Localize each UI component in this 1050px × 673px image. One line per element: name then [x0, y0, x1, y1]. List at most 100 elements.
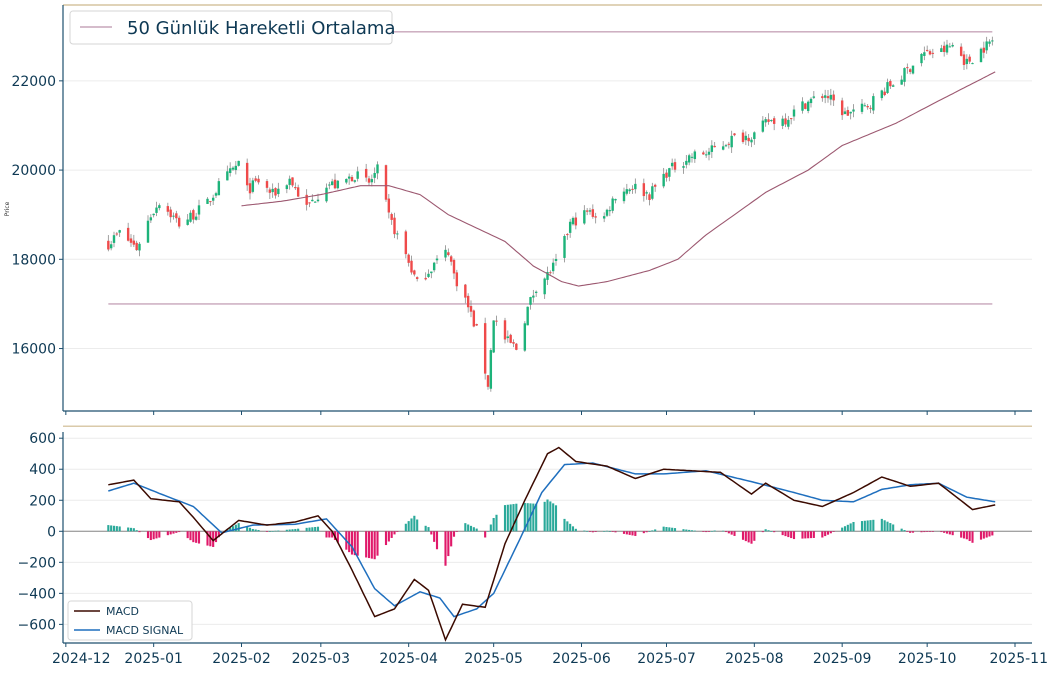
candle-body: [330, 181, 334, 186]
candle-body: [226, 171, 229, 181]
macd-histogram-bar: [257, 530, 260, 532]
candle-body: [311, 199, 314, 202]
candle-body: [883, 91, 886, 96]
candle-body: [186, 219, 189, 225]
candle-body: [554, 258, 558, 261]
candle-body: [826, 96, 830, 99]
candle-body: [670, 162, 674, 167]
candle-body: [673, 162, 677, 170]
candle-body: [452, 260, 456, 274]
macd-histogram-bar: [846, 524, 849, 532]
candle-body: [138, 243, 141, 251]
candle-body: [373, 172, 376, 178]
macd-x-tick-label: 2025-05: [464, 651, 523, 667]
macd-histogram-bar: [713, 530, 716, 532]
candle-body: [988, 41, 991, 44]
macd-histogram-bar: [651, 530, 654, 532]
macd-histogram-bar: [251, 528, 254, 532]
macd-histogram-bar: [727, 531, 730, 534]
candle-body: [211, 197, 215, 201]
candle-body: [503, 320, 507, 340]
macd-histogram-bar: [605, 530, 609, 532]
macd-y-tick-label: −600: [18, 617, 56, 633]
candle-body: [407, 254, 410, 263]
macd-histogram-bar: [169, 531, 172, 535]
macd-histogram-bar: [455, 531, 458, 532]
candle-body: [506, 336, 510, 339]
macd-histogram-bar: [464, 523, 467, 532]
macd-histogram-bar: [923, 531, 926, 533]
macd-histogram-bar: [866, 520, 869, 532]
price-y-tick-label: 20000: [11, 163, 56, 179]
candle-body: [900, 79, 903, 85]
candle-body: [846, 110, 850, 116]
candle-body: [687, 155, 691, 163]
macd-x-tick-label: 2025-07: [637, 651, 696, 667]
candle-body: [549, 272, 552, 274]
macd-histogram-bar: [648, 531, 651, 532]
macd-histogram-bar: [469, 525, 473, 532]
candle-body: [149, 217, 153, 221]
candle-body: [543, 278, 546, 295]
macd-histogram-bar: [787, 531, 790, 538]
macd-histogram-bar: [594, 531, 597, 532]
candle-body: [772, 118, 776, 124]
macd-histogram-bar: [985, 531, 988, 538]
macd-histogram-bar: [512, 504, 515, 532]
macd-histogram-bar: [988, 531, 991, 537]
candle-body: [177, 217, 181, 227]
macd-histogram-bar: [237, 523, 240, 532]
macd-histogram-bar: [920, 531, 923, 533]
macd-histogram-bar: [903, 530, 906, 532]
candle-body: [393, 217, 396, 235]
candle-body: [693, 151, 697, 160]
candle-body: [920, 53, 923, 64]
candle-body: [118, 230, 121, 233]
candle-body: [968, 56, 971, 62]
macd-histogram-bar: [370, 531, 373, 559]
macd-y-tick-label: 200: [29, 493, 56, 509]
macd-histogram-bar: [535, 503, 538, 532]
candle-body: [566, 234, 569, 236]
candle-body: [155, 207, 158, 213]
candle-body: [384, 165, 388, 200]
macd-histogram-bar: [472, 527, 475, 532]
macd-histogram-bar: [872, 519, 875, 532]
candle-body: [682, 166, 685, 168]
macd-x-tick-label: 2025-10: [898, 651, 957, 667]
macd-histogram-bar: [668, 527, 671, 532]
candle-body: [109, 244, 113, 249]
candle-body: [959, 46, 963, 56]
candle-body: [923, 52, 926, 56]
candle-body: [404, 231, 408, 255]
macd-histogram-bar: [112, 525, 116, 532]
macd-histogram-bar: [311, 527, 314, 532]
macd-histogram-bar: [424, 525, 427, 532]
candle-body: [234, 165, 238, 171]
macd-histogram-bar: [744, 531, 747, 542]
candle-body: [135, 242, 138, 251]
macd-histogram-bar: [146, 531, 150, 539]
macd-histogram-bar: [217, 531, 220, 538]
candle-body: [747, 137, 750, 142]
macd-histogram-bar: [229, 527, 232, 532]
candle-body: [248, 183, 252, 194]
macd-histogram-bar: [951, 531, 954, 536]
candle-body: [228, 168, 232, 174]
macd-histogram-bar: [588, 531, 592, 532]
candle-body: [770, 120, 773, 122]
macd-histogram-bar: [631, 531, 634, 536]
candle-body: [305, 194, 308, 205]
candle-body: [971, 63, 974, 65]
candle-body: [642, 183, 646, 197]
macd-histogram-bar: [118, 526, 121, 532]
macd-histogram-bar: [642, 531, 645, 534]
macd-histogram-bar: [826, 531, 830, 535]
macd-histogram-bar: [254, 529, 257, 532]
macd-histogram-bar: [863, 520, 866, 532]
macd-histogram-bar: [316, 526, 320, 532]
candle-body: [583, 210, 586, 224]
candle-body: [571, 217, 575, 225]
candle-body: [843, 111, 847, 115]
